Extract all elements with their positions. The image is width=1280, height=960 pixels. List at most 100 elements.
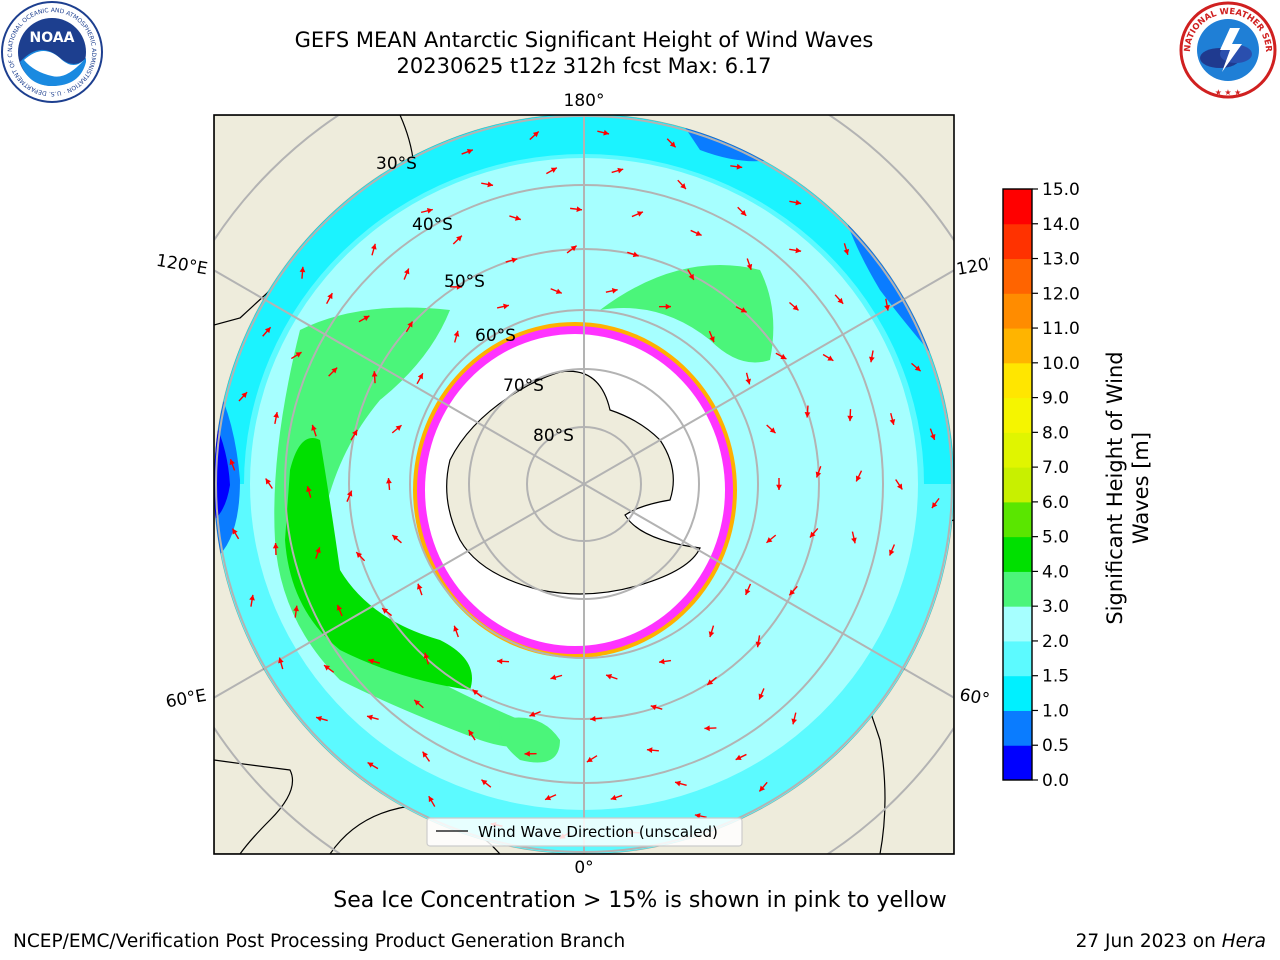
wave-direction-arrowhead [273,412,279,418]
lat-label-60s: 60°S [475,326,516,346]
wave-direction-arrowhead [331,367,338,374]
wave-direction-arrowhead [745,378,752,385]
wave-direction-arrowhead [931,502,938,509]
wave-direction-arrowhead [610,794,617,801]
lat-label-70s: 70°S [503,376,544,396]
wave-direction-arrowhead [809,531,816,538]
colorbar-tick-label: 3.0 [1042,597,1069,617]
colorbar-tick-label: 6.0 [1042,493,1069,513]
wave-direction-arrowhead [735,754,742,760]
colorbar-bin [1003,710,1032,746]
svg-text:★ ★ ★: ★ ★ ★ [1215,88,1242,97]
wave-direction-arrowhead [368,658,375,665]
wave-direction-arrowhead [704,725,710,732]
lon-label-120e: 120°E [155,251,209,280]
svg-text:NOAA: NOAA [30,30,75,46]
colorbar-tick-label: 9.0 [1042,389,1069,409]
wave-direction-arrowhead [708,631,715,638]
wave-direction-arrowhead [755,641,762,648]
wave-field-lowest [214,115,954,484]
wave-direction-arrowhead [766,537,773,543]
wave-direction-arrowhead [371,371,378,377]
colorbar-tick-label: 5.0 [1042,528,1069,548]
wave-direction-arrowhead [791,718,798,725]
sea-ice-note: Sea Ice Concentration > 15% is shown in … [333,888,947,913]
wave-direction-arrowhead [472,689,479,696]
wave-direction-arrowhead [795,199,802,206]
wave-direction-arrowhead [456,235,462,242]
graticule [214,115,954,854]
wave-direction-arrowhead [417,373,423,380]
lat-label-80s: 80°S [533,426,574,446]
wave-direction-arrowhead [316,715,322,722]
wave-direction-arrowhead [889,419,896,425]
colorbar-bin [1003,467,1032,503]
wave-direction-arrowhead [249,594,255,601]
colorbar-tick-label: 0.5 [1042,736,1069,756]
wave-direction-arrowhead [590,715,596,722]
wave-direction-arrowhead [851,537,857,544]
wave-field-green-south [499,717,560,763]
colorbar-bin [1003,640,1032,677]
wave-direction-arrowhead [453,625,459,632]
wave-direction-arrowhead [889,549,895,556]
wave-direction-arrowhead [324,665,330,671]
wave-direction-arrowhead [632,251,639,258]
colorbar-bin [1003,189,1032,225]
wave-direction-arrowhead [367,714,373,721]
wave-direction-arrowhead [293,605,299,612]
wave-direction-arrowhead [759,785,766,792]
wave-direction-arrowhead [453,330,460,337]
wave-direction-arrowhead [780,353,787,360]
wave-direction-arrowhead [646,747,653,754]
wave-direction-arrowhead [456,283,463,290]
colorbar-bin [1003,606,1032,642]
wave-direction-arrowhead [914,365,921,372]
wave-direction-arrowhead [847,415,854,422]
wave-direction-arrowhead [299,266,306,273]
wave-direction-arrowhead [311,424,317,431]
colorbar-tick-label: 12.0 [1042,284,1080,304]
colorbar-bin [1003,258,1032,294]
wave-direction-arrowhead [669,141,676,148]
colorbar-tick-label: 11.0 [1042,319,1080,339]
wave-direction-arrowhead [550,167,557,173]
wave-direction-arrowhead [232,528,238,535]
wave-direction-arrowhead [497,658,503,665]
wave-direction-arrowhead [795,247,802,254]
wave-direction-arrowhead [746,263,753,270]
lon-label-60w: 60°W [958,685,990,713]
colorbar-bin [1003,362,1032,399]
wave-direction-arrowhead [884,304,890,311]
wave-direction-arrowhead [740,209,747,216]
colorbar-bin [1003,745,1032,781]
colorbar-bin [1003,536,1032,572]
wave-direction-arrowhead [789,589,795,596]
colorbar-tick-label: 1.0 [1042,701,1069,721]
wave-direction-arrowhead [758,693,764,700]
legend-label: Wind Wave Direction (unscaled) [478,823,718,841]
wave-direction-arrowhead [869,356,875,363]
generation-date: 27 Jun 2023 on [1075,931,1216,952]
colorbar: 0.0 0.5 1.0 1.5 2.0 3.0 4.0 5.0 6.0 7.0 8.0 9.0 10.0… [1002,180,1080,790]
wave-direction-arrowhead [776,484,782,490]
wave-direction-arrowhead [511,257,518,264]
wave-direction-arrowhead [416,583,423,590]
wave-direction-arrowhead [707,679,714,685]
map-frame [213,114,955,855]
colorbar-frame [1002,188,1033,781]
wave-direction-arrowhead [740,307,747,313]
colorbar-tick-label: 14.0 [1042,215,1080,235]
wave-direction-arrowhead [659,658,665,665]
wave-direction-arrowhead [804,412,811,418]
wave-direction-arrowhead [336,604,343,611]
wave-direction-arrowhead [487,181,494,188]
colorbar-bin [1003,223,1032,260]
wave-direction-arrowhead [837,297,844,304]
wave-direction-arrowhead [306,486,312,492]
wave-direction-arrowhead [897,483,903,490]
wave-direction-arrowhead [930,433,936,440]
colorbar-bin [1003,293,1032,329]
wave-direction-arrowhead [352,429,358,436]
wave-direction-arrowhead [555,288,562,294]
